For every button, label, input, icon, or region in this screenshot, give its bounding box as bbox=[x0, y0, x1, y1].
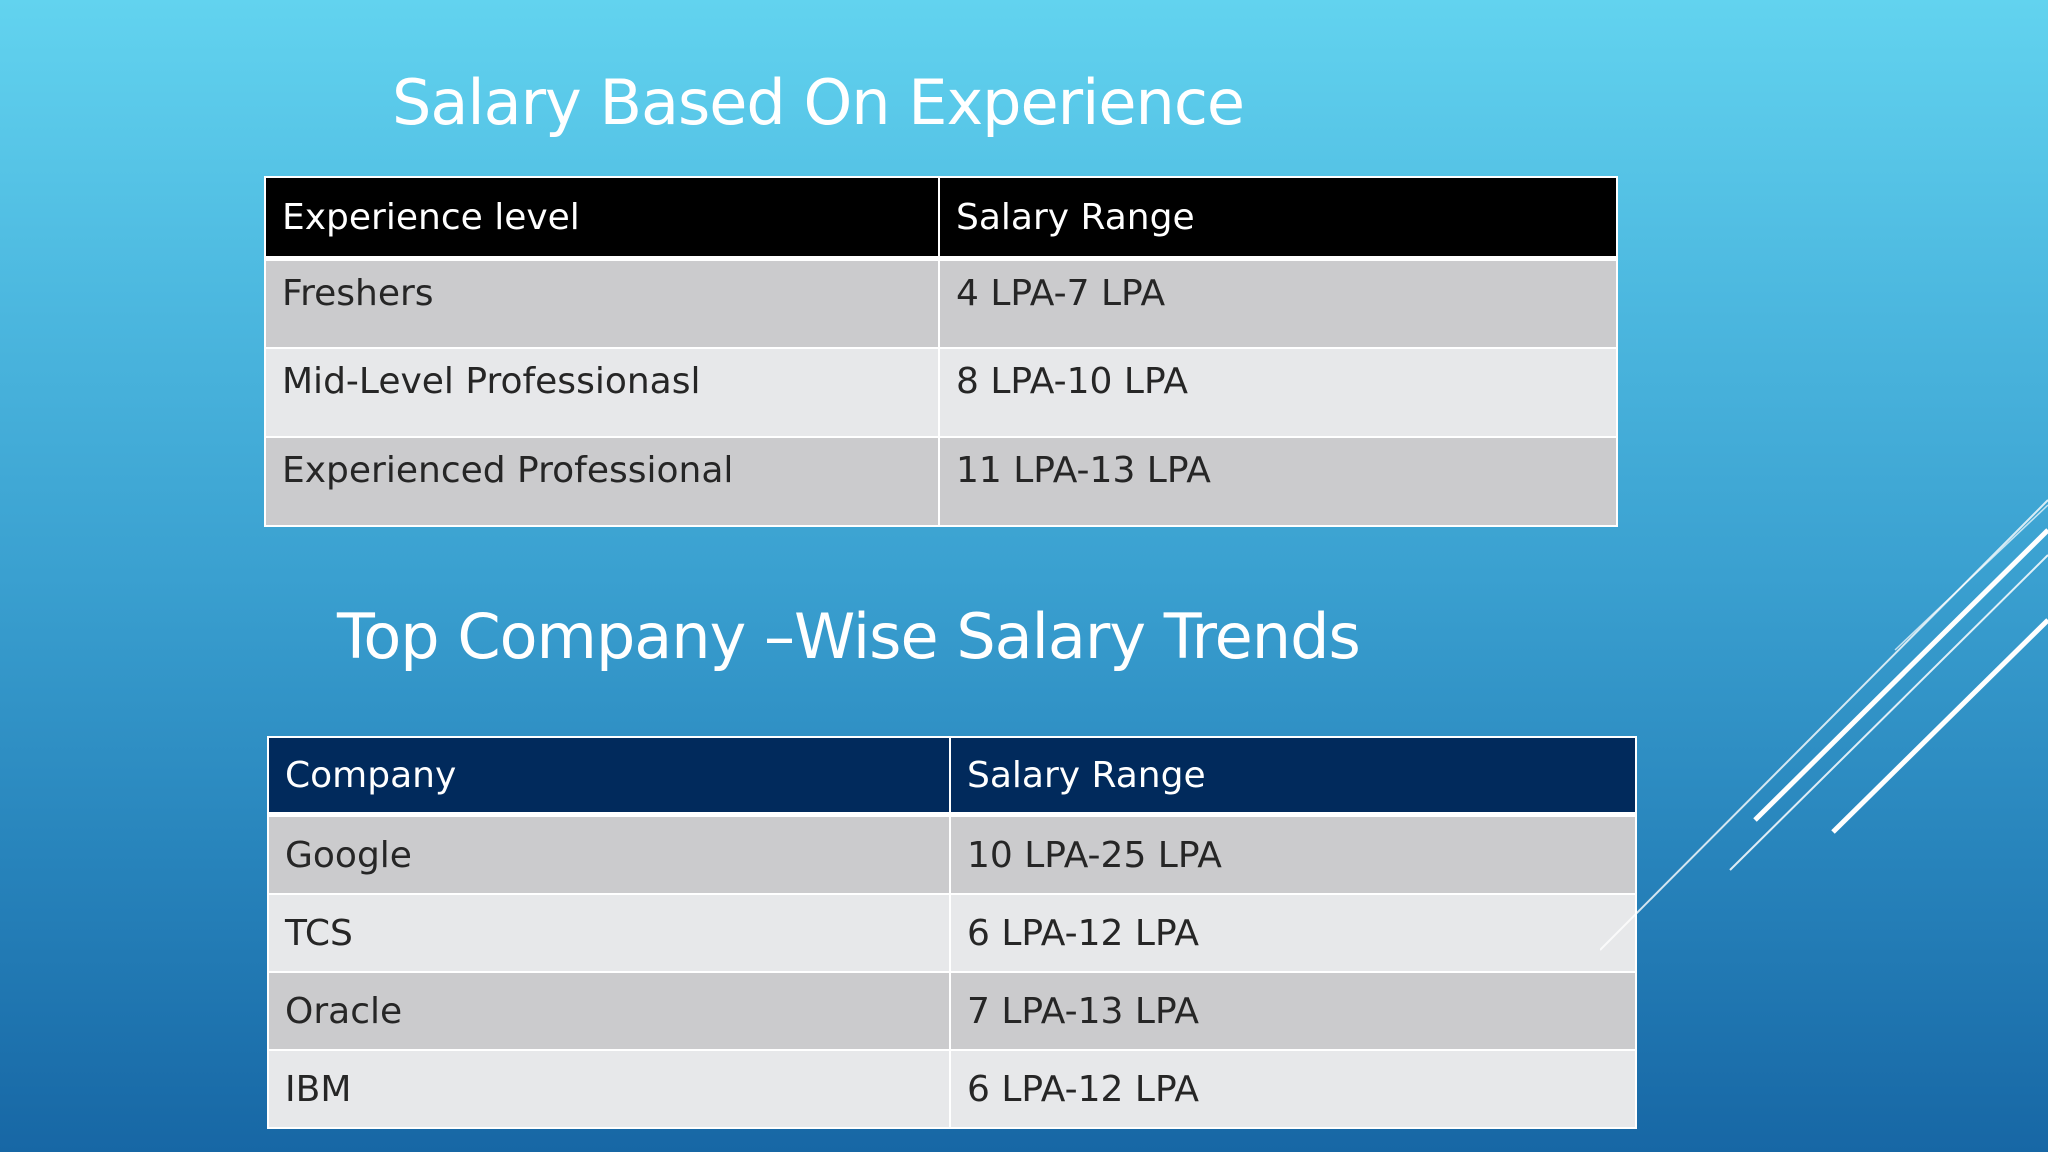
table-row: Oracle 7 LPA-13 LPA bbox=[268, 971, 1636, 1050]
table-row: Mid-Level Professionasl 8 LPA-10 LPA bbox=[265, 346, 1617, 437]
company-section-title: Top Company –Wise Salary Trends bbox=[337, 600, 1361, 673]
table-header-row: Experience level Salary Range bbox=[265, 177, 1617, 261]
salary-range-cell: 7 LPA-13 LPA bbox=[949, 971, 1636, 1050]
table-row: Freshers 4 LPA-7 LPA bbox=[265, 258, 1617, 348]
deco-line bbox=[1600, 499, 2048, 951]
company-cell: Google bbox=[268, 814, 950, 894]
experience-level-cell: Freshers bbox=[265, 258, 939, 348]
company-cell: Oracle bbox=[268, 971, 950, 1050]
table-row: Experienced Professional 11 LPA-13 LPA bbox=[265, 435, 1617, 526]
salary-range-cell: 10 LPA-25 LPA bbox=[949, 814, 1636, 894]
salary-range-cell: 11 LPA-13 LPA bbox=[938, 435, 1617, 526]
salary-range-header: Salary Range bbox=[949, 737, 1636, 817]
salary-range-cell: 4 LPA-7 LPA bbox=[938, 258, 1617, 348]
experience-salary-table: Experience level Salary Range Freshers 4… bbox=[264, 176, 1618, 527]
company-cell: IBM bbox=[268, 1049, 950, 1128]
experience-section-title: Salary Based On Experience bbox=[392, 66, 1245, 139]
decorative-diagonal-lines bbox=[1600, 499, 2048, 951]
deco-line bbox=[1894, 504, 2048, 651]
deco-line bbox=[1729, 554, 2048, 871]
table-header-row: Company Salary Range bbox=[268, 737, 1636, 817]
table-row: Google 10 LPA-25 LPA bbox=[268, 814, 1636, 894]
experience-level-cell: Mid-Level Professionasl bbox=[265, 346, 939, 437]
salary-range-header: Salary Range bbox=[938, 177, 1617, 261]
salary-range-cell: 6 LPA-12 LPA bbox=[949, 1049, 1636, 1128]
table-row: IBM 6 LPA-12 LPA bbox=[268, 1049, 1636, 1128]
deco-line bbox=[1831, 618, 2048, 834]
salary-range-cell: 6 LPA-12 LPA bbox=[949, 893, 1636, 972]
salary-range-cell: 8 LPA-10 LPA bbox=[938, 346, 1617, 437]
experience-level-header: Experience level bbox=[265, 177, 939, 261]
table-row: TCS 6 LPA-12 LPA bbox=[268, 893, 1636, 972]
deco-line bbox=[1753, 528, 2048, 822]
experience-level-cell: Experienced Professional bbox=[265, 435, 939, 526]
company-salary-table: Company Salary Range Google 10 LPA-25 LP… bbox=[267, 736, 1637, 1129]
company-cell: TCS bbox=[268, 893, 950, 972]
company-header: Company bbox=[268, 737, 950, 817]
